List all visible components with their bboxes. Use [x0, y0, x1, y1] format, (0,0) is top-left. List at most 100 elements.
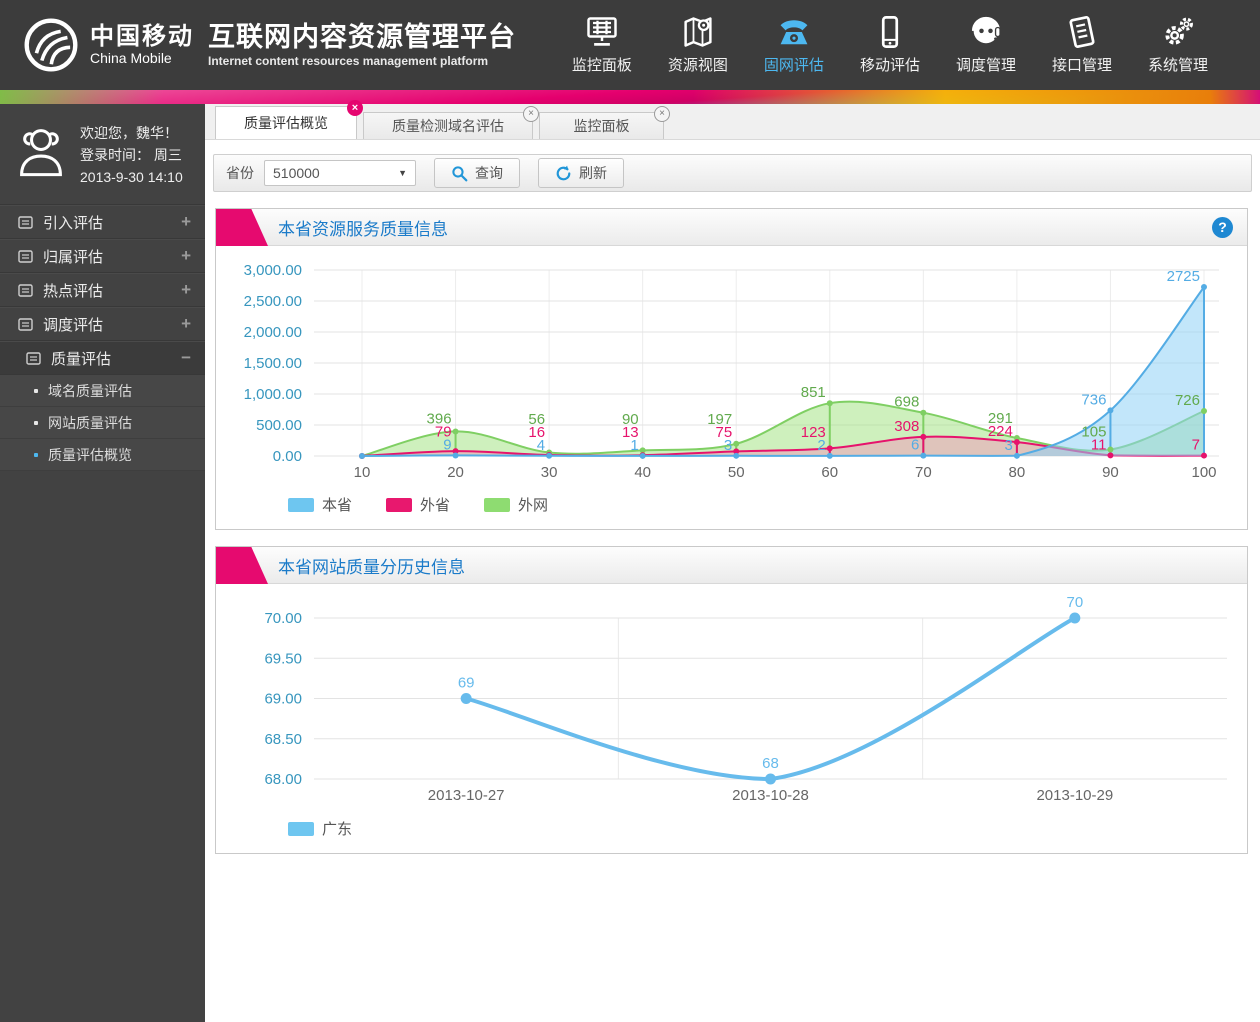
svg-text:68.00: 68.00 — [264, 771, 302, 788]
svg-text:3: 3 — [724, 437, 732, 454]
svg-text:736: 736 — [1081, 391, 1106, 408]
svg-text:90: 90 — [622, 411, 639, 428]
top-nav: 监控面板 资源视图 固网评估 移动评估 调度管理 接口管理 系统管理 — [572, 15, 1238, 75]
top-nav-item-label: 移动评估 — [859, 57, 920, 74]
resource-quality-legend: 本省 外省 外网 — [288, 494, 1247, 515]
province-label: 省份 — [226, 165, 254, 181]
svg-text:13: 13 — [622, 424, 639, 441]
tab-2[interactable]: 质量检测域名评估 × — [363, 106, 539, 139]
svg-text:60: 60 — [821, 464, 838, 481]
site-quality-line-chart: 68.00 68.50 69.00 69.50 70.00 2013-10-27 2013-… — [264, 594, 1227, 804]
legend-item-外网[interactable]: 外网 — [484, 494, 548, 515]
top-nav-item-label: 监控面板 — [571, 57, 632, 74]
bullet-icon — [34, 388, 38, 393]
panel-site-quality-header: 本省网站质量分历史信息 — [216, 547, 1247, 584]
sidebar-group-5[interactable]: 质量评估 − — [0, 341, 205, 375]
sidebar-item-3[interactable]: 质量评估概览 — [0, 439, 205, 471]
collapse-icon: − — [181, 348, 191, 367]
panel-flag-decoration — [216, 209, 268, 246]
mobile-icon — [872, 15, 908, 49]
dashboard-icon — [584, 15, 620, 49]
svg-text:50: 50 — [728, 464, 745, 481]
legend-swatch — [288, 497, 314, 512]
top-nav-item-label: 资源视图 — [667, 57, 728, 74]
svg-text:70: 70 — [1066, 594, 1083, 611]
logo-text-cn: 中国移动 — [90, 23, 194, 50]
top-nav-item-5[interactable]: 调度管理 — [956, 15, 1016, 75]
top-nav-item-6[interactable]: 接口管理 — [1052, 15, 1112, 75]
sidebar-group-4[interactable]: 调度评估 + — [0, 307, 205, 341]
legend-label: 外省 — [420, 497, 451, 514]
top-nav-item-4[interactable]: 移动评估 — [860, 15, 920, 75]
panel-site-quality-title: 本省网站质量分历史信息 — [278, 557, 465, 577]
svg-text:500.00: 500.00 — [256, 417, 302, 434]
svg-text:4: 4 — [537, 437, 545, 454]
panel-resource-quality-title: 本省资源服务质量信息 — [278, 219, 448, 239]
resource-quality-area-chart: 0.00 500.00 1,000.00 1,500.00 2,000.00 2,500.… — [244, 262, 1219, 481]
document-icon — [18, 215, 33, 229]
svg-text:69.50: 69.50 — [264, 650, 302, 667]
sidebar-item-1[interactable]: 域名质量评估 — [0, 375, 205, 407]
expand-icon: + — [181, 212, 191, 231]
document-icon — [18, 283, 33, 297]
tab-strip: 质量评估概览 × 质量检测域名评估 × 监控面板 × — [205, 100, 1260, 140]
refresh-icon — [556, 165, 571, 180]
legend-label: 本省 — [322, 497, 353, 514]
legend-item-外省[interactable]: 外省 — [386, 494, 450, 515]
user-avatar-icon — [20, 129, 62, 177]
legend-swatch — [288, 821, 314, 836]
tab-3[interactable]: 监控面板 × — [539, 106, 670, 139]
legend-label: 广东 — [322, 821, 353, 838]
svg-text:2013-10-29: 2013-10-29 — [1036, 787, 1113, 804]
interface-doc-icon — [1064, 15, 1100, 49]
legend-swatch — [484, 497, 511, 512]
document-icon — [18, 317, 33, 331]
page-subtitle: Internet content resources management pl… — [208, 54, 489, 68]
login-time-line1: 登录时间： 周三 — [80, 147, 182, 163]
close-icon[interactable]: × — [523, 106, 539, 122]
svg-text:197: 197 — [707, 411, 732, 428]
sidebar: 欢迎您，魏华！ 登录时间： 周三 2013-9-30 14:10 引入评估 + 归属… — [0, 104, 205, 1022]
top-nav-item-2[interactable]: 资源视图 — [668, 15, 728, 75]
svg-text:9: 9 — [443, 436, 451, 453]
svg-text:3,000.00: 3,000.00 — [244, 262, 302, 279]
svg-text:70.00: 70.00 — [264, 610, 302, 627]
top-nav-item-1[interactable]: 监控面板 — [572, 15, 632, 75]
tab-1[interactable]: 质量评估概览 × — [215, 100, 363, 139]
legend-swatch — [386, 497, 413, 512]
help-icon[interactable]: ? — [1212, 216, 1233, 238]
svg-text:69.00: 69.00 — [264, 691, 302, 708]
svg-text:1,000.00: 1,000.00 — [244, 386, 302, 403]
close-icon[interactable]: × — [654, 106, 670, 122]
top-nav-item-7[interactable]: 系统管理 — [1148, 15, 1208, 75]
sidebar-item-label: 域名质量评估 — [48, 382, 132, 399]
svg-text:2,000.00: 2,000.00 — [244, 324, 302, 341]
document-icon — [26, 351, 41, 365]
top-nav-item-3[interactable]: 固网评估 — [764, 15, 824, 75]
svg-text:1,500.00: 1,500.00 — [244, 355, 302, 372]
svg-text:0.00: 0.00 — [273, 448, 302, 465]
svg-text:2,500.00: 2,500.00 — [244, 293, 302, 310]
svg-text:30: 30 — [541, 464, 558, 481]
svg-text:2013-10-27: 2013-10-27 — [428, 787, 505, 804]
close-icon[interactable]: × — [347, 100, 363, 116]
legend-item-广东[interactable]: 广东 — [288, 818, 352, 839]
svg-text:2: 2 — [817, 437, 825, 454]
province-select-value: 510000 — [273, 165, 320, 181]
main-content: 质量评估概览 × 质量检测域名评估 × 监控面板 × 省份 510000 ▼ 查询 刷新 … — [205, 100, 1260, 1022]
legend-item-本省[interactable]: 本省 — [288, 494, 352, 515]
refresh-button[interactable]: 刷新 — [538, 158, 624, 188]
sidebar-group-1[interactable]: 引入评估 + — [0, 205, 205, 239]
svg-text:6: 6 — [911, 437, 919, 454]
decorative-ribbon — [0, 90, 1260, 104]
sidebar-group-3[interactable]: 热点评估 + — [0, 273, 205, 307]
province-select[interactable]: 510000 ▼ — [264, 160, 416, 186]
search-button[interactable]: 查询 — [434, 158, 520, 188]
sidebar-group-2[interactable]: 归属评估 + — [0, 239, 205, 273]
top-nav-item-label: 系统管理 — [1147, 57, 1208, 74]
svg-text:100: 100 — [1191, 464, 1216, 481]
svg-text:75: 75 — [716, 424, 733, 441]
sidebar-item-2[interactable]: 网站质量评估 — [0, 407, 205, 439]
svg-text:698: 698 — [894, 394, 919, 411]
search-button-label: 查询 — [475, 165, 503, 181]
